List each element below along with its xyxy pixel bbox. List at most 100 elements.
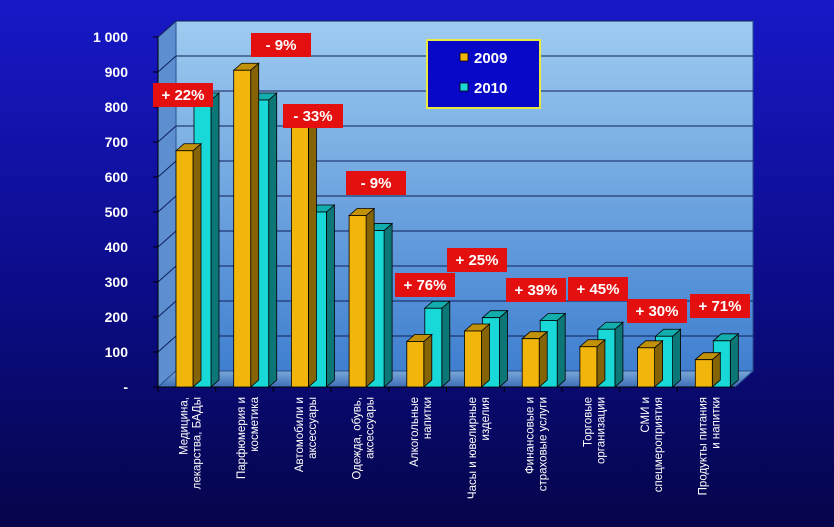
- bar-2009: [405, 333, 433, 388]
- change-label: - 9%: [251, 33, 311, 57]
- bar-side: [596, 338, 606, 388]
- bar-side: [250, 62, 260, 388]
- bar-front: [175, 150, 194, 388]
- category-label: Парфюмерия и: [236, 397, 248, 479]
- category-label: косметика: [249, 396, 261, 451]
- category-label: изделия: [480, 397, 492, 441]
- bar-front: [348, 215, 367, 388]
- y-tick-label: 100: [105, 344, 129, 360]
- bar-side: [192, 142, 202, 388]
- change-label-box: [506, 278, 566, 302]
- bar-side: [499, 309, 508, 388]
- bar-side: [654, 339, 663, 388]
- change-label: - 9%: [346, 171, 406, 195]
- bar-side: [556, 312, 566, 388]
- bar-2009: [521, 330, 549, 388]
- y-tick-label: 300: [105, 274, 129, 290]
- change-label-text: + 25%: [456, 252, 499, 269]
- bar-2009: [348, 207, 376, 388]
- change-label-text: + 22%: [162, 87, 205, 104]
- change-label-box: [627, 299, 687, 323]
- bar-side: [423, 333, 433, 388]
- change-labels-group: + 22% - 9% - 33% - 9% + 76% + 25% + 39% + 45% + …: [153, 33, 750, 323]
- change-label-box: [251, 33, 311, 57]
- bar-2009: [174, 142, 203, 388]
- gridline: [157, 55, 753, 73]
- bar-side: [383, 222, 393, 388]
- bar-2009: [636, 339, 664, 388]
- change-label: + 30%: [627, 299, 687, 323]
- bar-side: [672, 328, 681, 388]
- legend-swatch: [459, 82, 469, 92]
- y-tick-label: 200: [105, 309, 129, 325]
- bar-front: [464, 330, 482, 388]
- bar-2009: [463, 323, 491, 388]
- legend-swatch: [459, 52, 469, 62]
- legend-label: 2010: [474, 80, 507, 97]
- bar-2009: [232, 62, 260, 388]
- change-label-text: + 71%: [699, 298, 742, 315]
- change-label-text: + 30%: [636, 303, 679, 320]
- bar-side: [268, 92, 278, 388]
- bar-side: [729, 332, 739, 388]
- change-label: + 45%: [568, 277, 628, 301]
- gridline: [157, 125, 753, 143]
- category-label: организации: [595, 397, 607, 464]
- y-tick-label: 400: [105, 239, 129, 255]
- bar-side: [538, 330, 548, 388]
- y-tick-label: 1 000: [93, 29, 128, 45]
- bar-side: [614, 321, 624, 388]
- legend-label: 2009: [474, 50, 507, 67]
- bar-front: [406, 341, 425, 388]
- change-label: + 25%: [447, 248, 507, 272]
- bar-side: [365, 207, 375, 388]
- change-label-text: + 76%: [404, 277, 447, 294]
- change-label-box: [568, 277, 628, 301]
- category-label: лекарства, БАДы: [191, 397, 203, 489]
- change-label: + 39%: [506, 278, 566, 302]
- category-label: спецмероприятия: [653, 397, 665, 492]
- bar-front: [694, 359, 713, 388]
- change-label-box: [690, 294, 750, 318]
- category-label: Часы и ювелирные: [467, 397, 479, 499]
- bar-2009: [290, 114, 318, 388]
- change-label: + 22%: [153, 83, 213, 107]
- gridline: [157, 20, 753, 38]
- change-label-box: [447, 248, 507, 272]
- change-label: + 76%: [395, 273, 455, 297]
- bar-2009: [694, 351, 722, 388]
- change-label-text: + 45%: [577, 281, 620, 298]
- y-tick-label: 900: [105, 64, 129, 80]
- category-label: напитки: [422, 397, 434, 439]
- change-label-box: [395, 273, 455, 297]
- category-label: страховые услуги: [538, 397, 550, 491]
- bar-side: [325, 204, 335, 388]
- category-label: Одежда, обувь,: [351, 397, 363, 480]
- change-label-text: + 39%: [515, 282, 558, 299]
- category-label: Продукты питания: [698, 397, 710, 495]
- bar-front: [290, 122, 309, 388]
- change-label-box: [283, 104, 343, 128]
- bar-side: [210, 92, 220, 388]
- change-label-box: [153, 83, 213, 107]
- legend: 2009 2010: [426, 39, 541, 109]
- y-tick-label: -: [123, 379, 128, 395]
- category-label: Финансовые и: [525, 397, 537, 474]
- change-label-text: - 9%: [361, 175, 392, 192]
- category-label: аксессуары: [364, 397, 376, 459]
- bar-side: [307, 114, 317, 388]
- change-label-box: [346, 171, 406, 195]
- category-label: Медицина,: [178, 397, 190, 455]
- category-label: Алкогольные: [409, 397, 421, 467]
- legend-box: [426, 39, 541, 109]
- change-label: + 71%: [690, 294, 750, 318]
- bar-side: [481, 323, 490, 388]
- y-tick-label: 700: [105, 134, 129, 150]
- change-label-text: - 9%: [266, 37, 297, 54]
- category-label: и напитки: [711, 397, 723, 449]
- bar-2009: [578, 338, 606, 388]
- change-label: - 33%: [283, 104, 343, 128]
- y-tick-label: 600: [105, 169, 129, 185]
